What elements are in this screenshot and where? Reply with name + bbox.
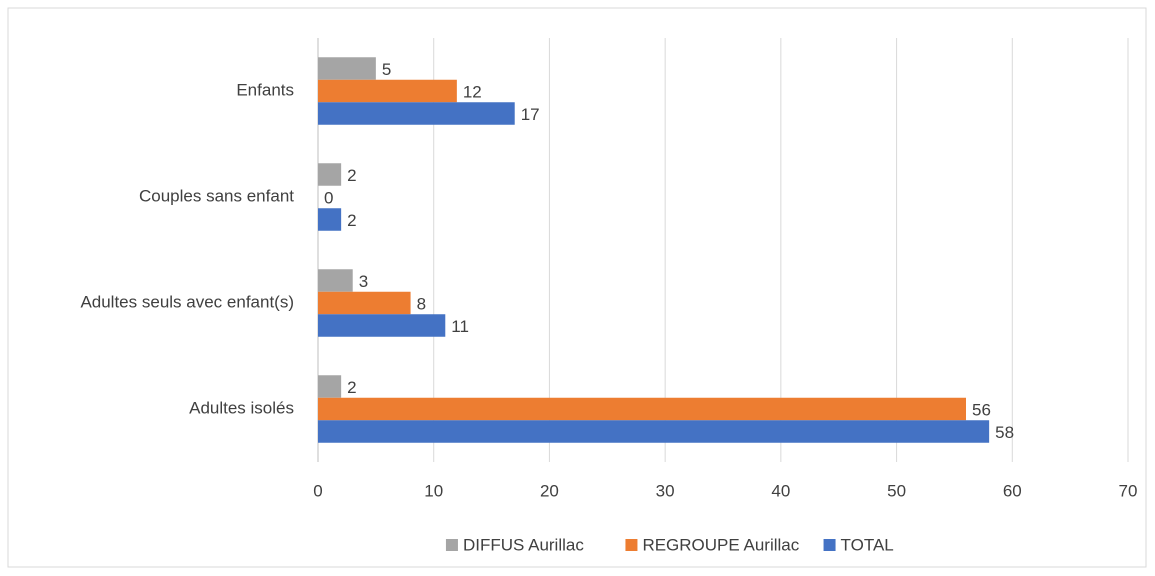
data-label: 3 — [359, 272, 368, 291]
y-tick-label: Enfants — [236, 80, 294, 99]
data-label: 11 — [451, 317, 469, 336]
x-tick-label: 60 — [1003, 481, 1022, 500]
data-label: 56 — [972, 400, 991, 419]
legend-swatch — [445, 539, 458, 551]
legend-label: TOTAL — [841, 535, 894, 554]
x-tick-label: 40 — [771, 481, 790, 500]
legend-swatch — [625, 539, 638, 551]
bar — [318, 397, 966, 421]
bar — [318, 208, 342, 231]
bar — [318, 57, 376, 80]
bar — [318, 163, 342, 186]
bar — [318, 375, 342, 398]
x-tick-label: 20 — [540, 481, 559, 500]
data-label: 12 — [463, 82, 482, 101]
x-tick-label: 10 — [424, 481, 443, 500]
data-label: 2 — [347, 378, 356, 397]
data-label: 58 — [995, 423, 1014, 442]
y-tick-label: Adultes isolés — [189, 398, 294, 417]
data-label: 2 — [347, 211, 356, 230]
data-label: 2 — [347, 166, 356, 185]
bar — [318, 79, 457, 103]
x-tick-label: 50 — [887, 481, 906, 500]
data-label: 17 — [521, 105, 540, 124]
bar — [318, 102, 515, 125]
y-tick-label: Adultes seuls avec enfant(s) — [80, 292, 294, 311]
legend-label: REGROUPE Aurillac — [642, 535, 799, 554]
y-tick-label: Couples sans enfant — [139, 186, 294, 205]
data-label: 5 — [382, 60, 391, 79]
data-label: 8 — [417, 294, 426, 313]
legend-swatch — [823, 539, 836, 551]
x-tick-label: 70 — [1119, 481, 1138, 500]
chart-border — [7, 7, 1147, 568]
bar — [318, 314, 446, 337]
data-label: 0 — [324, 188, 333, 207]
x-tick-label: 30 — [656, 481, 675, 500]
bar — [318, 291, 411, 315]
bar — [318, 269, 353, 292]
legend-label: DIFFUS Aurillac — [463, 535, 584, 554]
bar — [318, 420, 990, 443]
x-tick-label: 0 — [313, 481, 322, 500]
